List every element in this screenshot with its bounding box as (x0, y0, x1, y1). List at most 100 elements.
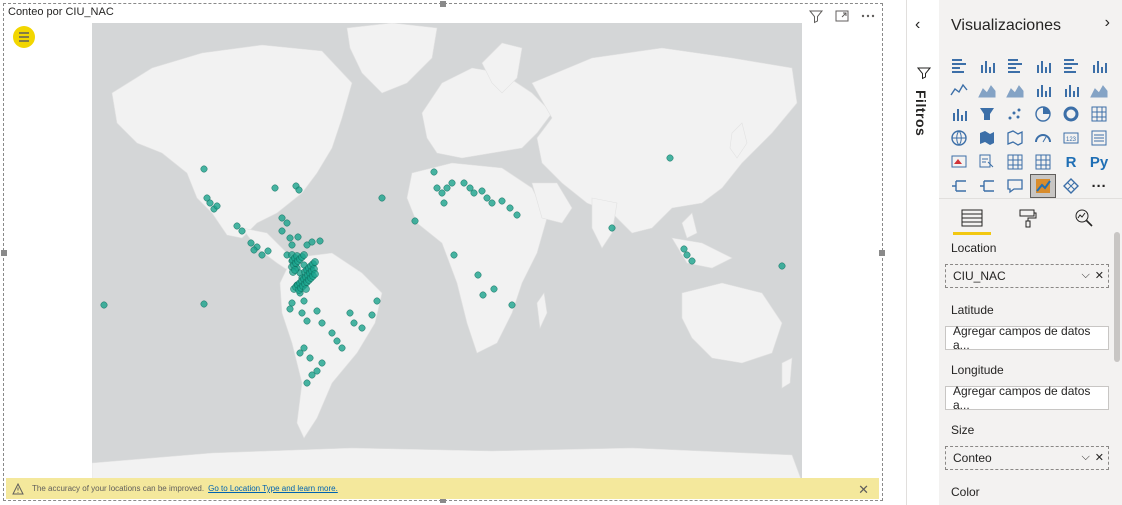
location-bubble[interactable] (333, 337, 341, 345)
location-bubble[interactable] (200, 165, 208, 173)
location-bubble[interactable] (203, 194, 211, 202)
focus-mode-icon[interactable] (834, 8, 850, 24)
location-bubble[interactable] (278, 227, 286, 235)
location-bubble[interactable] (286, 305, 294, 313)
line-and-column-chart-icon[interactable] (1031, 79, 1055, 101)
location-bubble[interactable] (430, 168, 438, 176)
map-canvas[interactable] (92, 23, 802, 482)
resize-handle-right[interactable] (879, 250, 885, 256)
location-bubble[interactable] (302, 285, 310, 293)
resize-handle-top[interactable] (440, 1, 446, 7)
multi-row-card-icon[interactable] (1087, 127, 1111, 149)
location-bubble[interactable] (470, 189, 478, 197)
location-bubble[interactable] (508, 301, 516, 309)
key-influencers-icon[interactable] (947, 175, 971, 197)
qa-icon[interactable] (1003, 175, 1027, 197)
100-stacked-bar-chart-icon[interactable] (1059, 55, 1083, 77)
expand-filters-chevron-icon[interactable]: ‹ (915, 16, 921, 33)
location-bubble[interactable] (346, 309, 354, 317)
location-bubble[interactable] (338, 344, 346, 352)
location-bubble[interactable] (443, 184, 451, 192)
collapse-visualizations-chevron-icon[interactable]: › (1104, 14, 1110, 31)
location-bubble[interactable] (300, 344, 308, 352)
table-icon[interactable] (1003, 151, 1027, 173)
location-bubble[interactable] (303, 241, 311, 249)
location-bubble[interactable] (300, 297, 308, 305)
card-icon[interactable]: 123 (1059, 127, 1083, 149)
location-bubble[interactable] (298, 309, 306, 317)
line-chart-icon[interactable] (947, 79, 971, 101)
location-bubble[interactable] (478, 187, 486, 195)
map-icon[interactable] (947, 127, 971, 149)
location-bubble[interactable] (479, 291, 487, 299)
stacked-bar-chart-icon[interactable] (947, 55, 971, 77)
location-bubble[interactable] (498, 197, 506, 205)
clustered-column-chart-icon[interactable] (1031, 55, 1055, 77)
latitude-drop-zone[interactable]: Agregar campos de datos a... (945, 324, 1109, 352)
location-bubble[interactable] (474, 271, 482, 279)
location-bubble[interactable] (513, 211, 521, 219)
location-bubble[interactable] (411, 217, 419, 225)
location-bubble[interactable] (247, 239, 255, 247)
location-bubble[interactable] (100, 301, 108, 309)
filters-label[interactable]: Filtros (913, 90, 929, 137)
resize-handle-bottom[interactable] (440, 497, 446, 503)
location-bubble[interactable] (316, 237, 324, 245)
scatter-chart-icon[interactable] (1003, 103, 1027, 125)
waterfall-chart-icon[interactable] (947, 103, 971, 125)
location-bubble[interactable] (271, 184, 279, 192)
slicer-icon[interactable] (975, 151, 999, 173)
location-bubble[interactable] (311, 270, 319, 278)
location-type-link[interactable]: Go to Location Type and learn more. (208, 484, 338, 493)
dismiss-warning-button[interactable]: ✕ (858, 482, 869, 497)
location-bubble[interactable] (250, 246, 258, 254)
ribbon-chart-icon[interactable] (1087, 79, 1111, 101)
location-field[interactable]: CIU_NAC ⌵ ✕ (945, 264, 1109, 288)
remove-field-icon[interactable]: ✕ (1094, 452, 1104, 464)
chevron-down-icon[interactable]: ⌵ (1081, 451, 1090, 463)
location-bubble[interactable] (306, 354, 314, 362)
location-bubble[interactable] (286, 234, 294, 242)
format-tab[interactable] (1009, 204, 1047, 232)
funnel-icon[interactable] (975, 103, 999, 125)
pane-scrollbar[interactable] (1114, 232, 1120, 362)
kpi-icon[interactable] (947, 151, 971, 173)
location-bubble[interactable] (264, 247, 272, 255)
arcgis-map-icon[interactable] (1030, 174, 1056, 198)
location-bubble[interactable] (295, 186, 303, 194)
location-bubble[interactable] (433, 184, 441, 192)
location-bubble[interactable] (288, 241, 296, 249)
location-bubble[interactable] (291, 266, 299, 274)
location-bubble[interactable] (311, 258, 319, 266)
location-bubble[interactable] (233, 222, 241, 230)
location-bubble[interactable] (308, 371, 316, 379)
location-bubble[interactable] (288, 299, 296, 307)
location-bubble[interactable] (200, 300, 208, 308)
location-bubble[interactable] (303, 317, 311, 325)
size-field[interactable]: Conteo ⌵ ✕ (945, 446, 1109, 470)
location-bubble[interactable] (213, 202, 221, 210)
matrix-icon[interactable] (1031, 151, 1055, 173)
filter-icon[interactable] (808, 8, 824, 24)
gauge-icon[interactable] (1031, 127, 1055, 149)
location-bubble[interactable] (278, 214, 286, 222)
location-bubble[interactable] (350, 319, 358, 327)
location-bubble[interactable] (460, 179, 468, 187)
location-bubble[interactable] (680, 245, 688, 253)
analytics-tab[interactable] (1065, 204, 1103, 232)
location-bubble[interactable] (450, 251, 458, 259)
location-bubble[interactable] (373, 297, 381, 305)
location-bubble[interactable] (313, 307, 321, 315)
location-bubble[interactable] (283, 219, 291, 227)
location-bubble[interactable] (294, 233, 302, 241)
area-chart-icon[interactable] (975, 79, 999, 101)
location-bubble[interactable] (378, 194, 386, 202)
map-menu-button[interactable] (13, 26, 35, 48)
100-stacked-column-chart-icon[interactable] (1087, 55, 1111, 77)
location-bubble[interactable] (238, 227, 246, 235)
python-visual-icon[interactable]: Py (1087, 151, 1111, 173)
location-bubble[interactable] (318, 319, 326, 327)
stacked-area-chart-icon[interactable] (1003, 79, 1027, 101)
location-bubble[interactable] (490, 285, 498, 293)
map-visual[interactable]: Conteo por CIU_NAC (1, 1, 885, 503)
